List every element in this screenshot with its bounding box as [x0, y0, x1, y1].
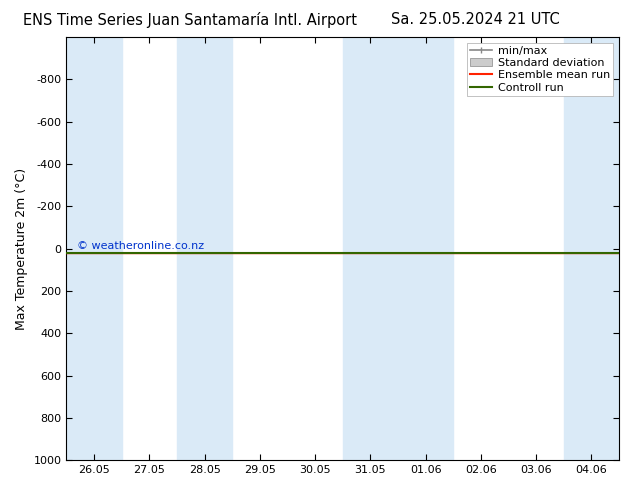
- Bar: [67, 37, 122, 460]
- Text: © weatheronline.co.nz: © weatheronline.co.nz: [77, 242, 205, 251]
- Bar: [564, 37, 619, 460]
- Text: Sa. 25.05.2024 21 UTC: Sa. 25.05.2024 21 UTC: [391, 12, 560, 27]
- Bar: [177, 37, 232, 460]
- Bar: [343, 37, 398, 460]
- Legend: min/max, Standard deviation, Ensemble mean run, Controll run: min/max, Standard deviation, Ensemble me…: [467, 43, 614, 96]
- Bar: [398, 37, 453, 460]
- Text: ENS Time Series Juan Santamaría Intl. Airport: ENS Time Series Juan Santamaría Intl. Ai…: [23, 12, 357, 28]
- Y-axis label: Max Temperature 2m (°C): Max Temperature 2m (°C): [15, 168, 28, 330]
